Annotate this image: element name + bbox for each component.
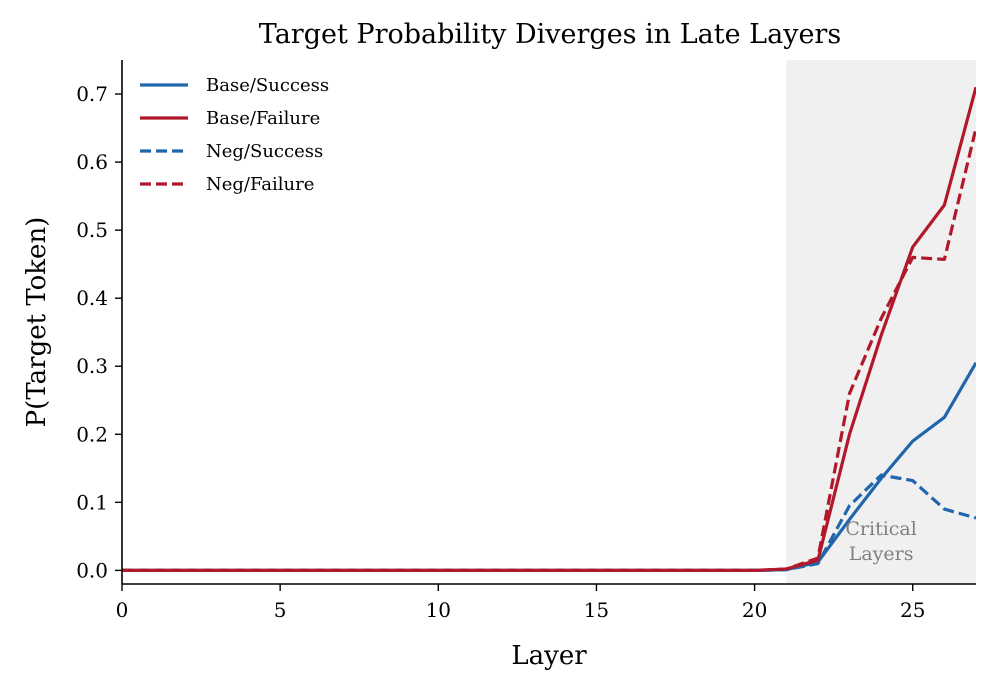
x-tick-label: 25 [900, 598, 925, 622]
y-tick-label: 0.4 [76, 286, 108, 310]
y-tick-label: 0.0 [76, 558, 108, 582]
y-axis-label: P(Target Token) [22, 217, 52, 428]
y-tick-label: 0.3 [76, 354, 108, 378]
x-tick-label: 10 [426, 598, 451, 622]
series-line-base-failure [122, 86, 976, 573]
x-tick-label: 20 [742, 598, 767, 622]
x-tick-label: 15 [584, 598, 609, 622]
legend-label: Neg/Failure [206, 174, 314, 195]
y-tick-label: 0.5 [76, 218, 108, 242]
legend-label: Base/Failure [206, 108, 320, 129]
legend-label: Base/Success [206, 75, 329, 96]
y-tick-label: 0.1 [76, 490, 108, 514]
x-axis-label: Layer [511, 641, 587, 671]
y-tick-label: 0.6 [76, 150, 108, 174]
chart-title: Target Probability Diverges in Late Laye… [259, 19, 841, 50]
y-tick-label: 0.7 [76, 82, 108, 106]
critical-layers-annotation: Layers [849, 543, 914, 565]
x-tick-label: 5 [274, 598, 287, 622]
legend: Base/Success Base/Failure Neg/Success Neg/F… [140, 75, 329, 195]
x-tick-label: 0 [116, 598, 129, 622]
critical-layers-annotation: Critical [845, 518, 916, 540]
legend-label: Neg/Success [206, 141, 323, 162]
y-tick-label: 0.2 [76, 422, 108, 446]
critical-layers-region [786, 60, 976, 584]
